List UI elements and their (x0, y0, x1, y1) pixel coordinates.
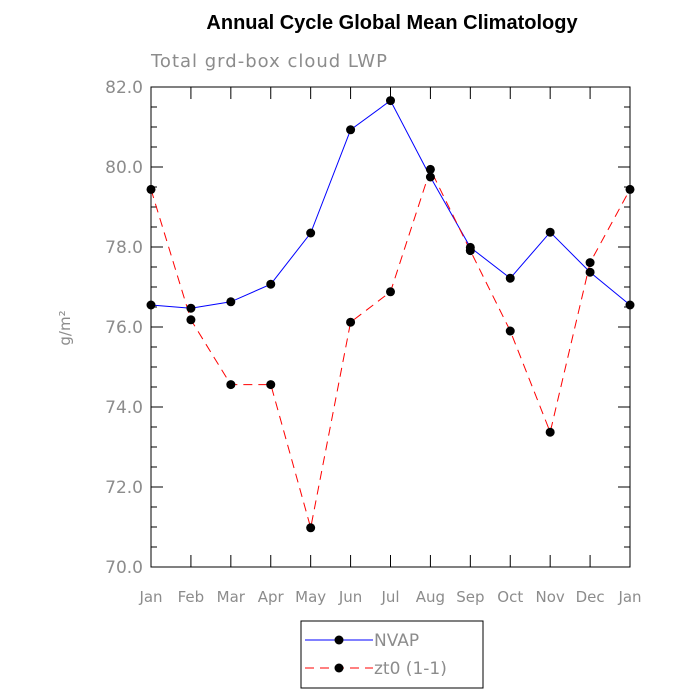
x-tick-label: Nov (536, 588, 565, 606)
x-tick-label: Dec (576, 588, 605, 606)
x-tick-label: Jan (138, 588, 162, 606)
chart-title: Annual Cycle Global Mean Climatology (206, 12, 578, 34)
series-line-0 (150, 99, 631, 309)
x-tick-label: Mar (217, 588, 246, 606)
legend: NVAP zt0 (1-1) (300, 620, 484, 689)
y-tick-label: 80.0 (105, 158, 143, 178)
series-1-point (585, 258, 595, 268)
series-1-point (306, 523, 316, 533)
series-0-point (625, 300, 635, 310)
y-axis-label: g/m² (56, 310, 74, 345)
x-tick-label: Feb (178, 588, 205, 606)
series-1-point (266, 380, 276, 390)
series-1-point (386, 287, 395, 297)
series-0-point (226, 297, 236, 307)
plot-markers (146, 96, 635, 533)
plot-lines (150, 99, 631, 528)
y-tick-label: 78.0 (105, 238, 143, 258)
series-0-point (266, 279, 276, 289)
x-tick-label: Jun (338, 588, 362, 606)
series-1-point (226, 380, 236, 390)
series-0-point (545, 227, 555, 237)
y-tick-label: 70.0 (105, 558, 143, 578)
series-1-point (465, 246, 475, 256)
axes: 70.0 72.0 74.0 76.0 78.0 80.0 82.0 Jan Feb Mar Apr… (105, 78, 641, 606)
series-0-point (585, 267, 595, 277)
series-1-point (545, 427, 555, 437)
series-0-point (386, 96, 395, 106)
plot-frame (150, 86, 631, 568)
legend-box (300, 620, 484, 689)
series-1-point (425, 164, 435, 174)
y-tick-label: 76.0 (105, 318, 143, 338)
y-tick-label: 82.0 (105, 78, 143, 98)
series-0-point (425, 172, 435, 182)
series-1-point (186, 315, 196, 325)
x-tick-label: Apr (258, 588, 285, 606)
series-0-point (146, 300, 156, 310)
series-0-point (306, 228, 316, 238)
series-0-point (346, 125, 356, 135)
x-tick-label: Sep (456, 588, 484, 606)
legend-label-zt0: zt0 (1-1) (374, 659, 447, 679)
legend-marker-zt0 (334, 663, 344, 673)
legend-marker-nvap (334, 635, 344, 645)
series-0-point (505, 273, 515, 283)
x-tick-label: Aug (416, 588, 445, 606)
y-tick-label: 74.0 (105, 398, 143, 418)
chart-subtitle: Total grd-box cloud LWP (150, 51, 388, 72)
series-1-point (346, 317, 356, 327)
x-tick-label: Oct (497, 588, 523, 606)
series-line-1 (150, 168, 631, 528)
series-1-point (625, 184, 635, 194)
y-tick-label: 72.0 (105, 478, 143, 498)
x-tick-label: Jul (380, 588, 399, 606)
legend-label-nvap: NVAP (374, 631, 419, 651)
series-1-point (505, 326, 515, 336)
x-tick-label: May (295, 588, 326, 606)
x-tick-label: Jan (617, 588, 641, 606)
series-0-point (186, 303, 196, 313)
series-1-point (146, 184, 156, 194)
